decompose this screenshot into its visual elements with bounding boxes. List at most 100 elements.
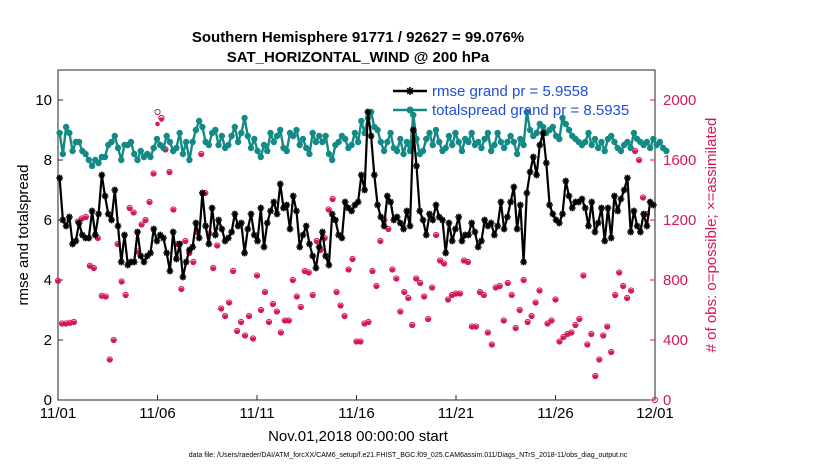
rmse-point xyxy=(104,210,112,218)
rmse-point xyxy=(186,246,193,254)
x-tick-label: 11/21 xyxy=(438,405,474,422)
rmse-point xyxy=(640,210,648,218)
totalspread-point xyxy=(85,156,93,164)
totalspread-point xyxy=(387,129,394,137)
totalspread-point xyxy=(238,129,245,137)
obs-assimilated-point xyxy=(222,314,228,319)
rmse-point xyxy=(130,258,138,266)
obs-assimilated-point xyxy=(171,208,176,213)
obs-assimilated-point xyxy=(620,284,626,289)
rmse-point xyxy=(273,210,281,218)
obs-assimilated-point xyxy=(87,264,93,269)
obs-assimilated-point xyxy=(573,323,578,328)
obs-assimilated-point xyxy=(537,289,542,294)
totalspread-point xyxy=(88,162,96,170)
rmse-point xyxy=(59,216,67,224)
rmse-point xyxy=(406,222,414,230)
totalspread-point xyxy=(241,114,248,122)
rmse-point xyxy=(361,186,369,194)
obs-assimilated-point xyxy=(282,319,288,324)
rmse-point xyxy=(65,213,73,221)
totalspread-point xyxy=(82,150,89,158)
obs-assimilated-point xyxy=(425,317,431,322)
obs-assimilated-point xyxy=(67,321,73,326)
obs-assimilated-point xyxy=(342,314,347,319)
rmse-point xyxy=(319,228,326,236)
totalspread-point xyxy=(591,135,599,143)
y2-tick-label: 800 xyxy=(663,272,688,289)
totalspread-point xyxy=(354,138,362,146)
totalspread-point xyxy=(231,123,239,131)
y2-tick-label: 0 xyxy=(663,392,671,409)
obs-assimilated-point xyxy=(585,343,590,348)
totalspread-point xyxy=(114,144,122,152)
rmse-point xyxy=(195,234,203,242)
rmse-point xyxy=(260,243,268,251)
obs-assimilated-point xyxy=(135,250,140,255)
obs-assimilated-point xyxy=(628,289,634,294)
totalspread-point xyxy=(325,150,333,158)
obs-assimilated-point xyxy=(398,310,403,315)
totalspread-point xyxy=(650,135,657,143)
obs-assimilated-point xyxy=(167,170,172,175)
totalspread-point xyxy=(500,144,508,152)
obs-assimilated-point xyxy=(103,295,108,300)
y-tick-label: 4 xyxy=(44,272,52,289)
totalspread-point xyxy=(624,138,631,146)
obs-assimilated-point xyxy=(589,332,594,337)
rmse-point xyxy=(176,240,184,248)
obs-assimilated-point xyxy=(406,296,411,301)
rmse-point xyxy=(182,258,190,266)
totalspread-point xyxy=(465,138,472,146)
obs-assimilated-point xyxy=(119,280,124,285)
obs-assimilated-point xyxy=(183,239,188,244)
rmse-point xyxy=(325,261,333,269)
obs-assimilated-point xyxy=(330,197,335,202)
obs-assimilated-point xyxy=(441,262,447,267)
totalspread-point xyxy=(617,147,625,155)
left-axis-ticks: 0 2 4 6 8 10 xyxy=(35,92,63,409)
totalspread-point xyxy=(319,138,326,146)
rmse-point xyxy=(338,234,346,242)
legend-spread-label: totalspread grand pr = 8.5935 xyxy=(432,102,629,119)
rmse-point xyxy=(95,210,102,218)
obs-assimilated-point xyxy=(636,158,642,163)
rmse-point xyxy=(490,231,498,239)
rmse-point xyxy=(487,219,495,227)
y-tick-label: 8 xyxy=(44,152,52,169)
rmse-point xyxy=(364,108,372,116)
rmse-point xyxy=(601,237,609,245)
rmse-point xyxy=(205,240,213,248)
totalspread-point xyxy=(137,147,144,155)
obs-assimilated-point xyxy=(95,236,100,241)
obs-assimilated-point xyxy=(581,274,586,279)
obs-assimilated-point xyxy=(549,319,554,324)
obs-assimilated-point xyxy=(529,314,534,319)
totalspread-point xyxy=(62,123,70,131)
x-tick-label: 11/01 xyxy=(40,405,76,422)
rmse-point xyxy=(228,228,235,236)
rmse-point xyxy=(387,198,394,206)
y2-tick-label: 1600 xyxy=(663,152,696,169)
obs-assimilated-point xyxy=(314,239,319,244)
obs-assimilated-point xyxy=(505,281,510,286)
totalspread-point xyxy=(384,138,391,146)
rmse-point xyxy=(565,192,573,200)
totalspread-point xyxy=(523,108,531,116)
obs-assimilated-point xyxy=(274,310,280,315)
totalspread-point xyxy=(601,147,608,155)
rmse-point xyxy=(283,201,291,209)
obs-assimilated-point xyxy=(159,117,164,122)
legend-rmse-star xyxy=(406,87,414,95)
obs-assimilated-point xyxy=(131,211,136,216)
totalspread-point xyxy=(127,138,135,146)
rmse-point xyxy=(484,222,492,230)
obs-assimilated-point xyxy=(350,257,355,262)
rmse-point xyxy=(121,231,128,239)
totalspread-point xyxy=(153,135,161,143)
rmse-point xyxy=(478,237,485,245)
rmse-point xyxy=(134,228,141,236)
rmse-point xyxy=(588,198,596,206)
rmse-point xyxy=(351,201,359,209)
